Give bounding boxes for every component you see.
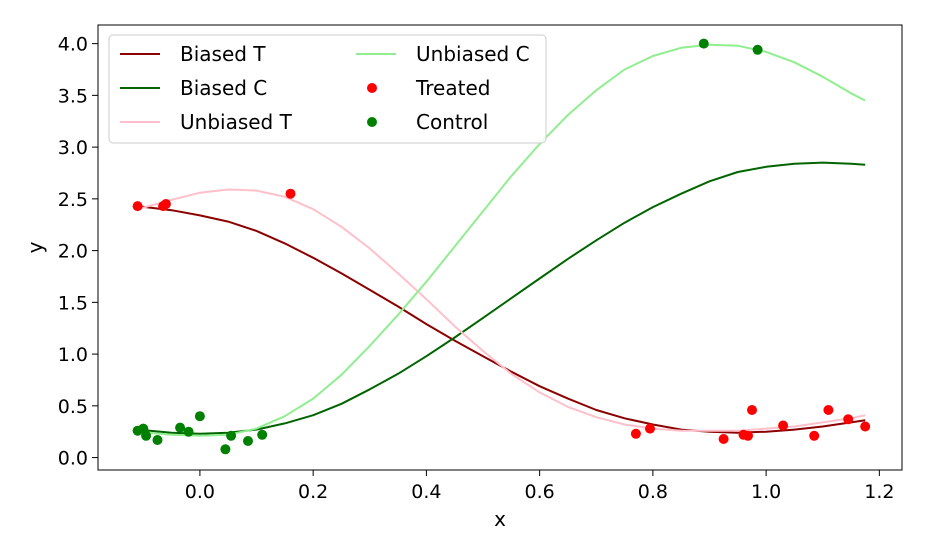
- point-control-8: [226, 430, 237, 441]
- point-treated-12: [823, 405, 834, 415]
- x-tick-label: 0.2: [298, 481, 328, 503]
- point-control-9: [243, 436, 253, 446]
- y-tick-label: 3.5: [58, 85, 88, 107]
- x-tick-label: 0.6: [525, 481, 555, 503]
- point-treated-0: [132, 201, 143, 212]
- point-treated-11: [809, 430, 820, 441]
- plot-content: [132, 38, 871, 455]
- point-treated-5: [645, 423, 655, 434]
- point-treated-8: [743, 430, 753, 441]
- legend-label-biased-t: Biased T: [180, 42, 266, 66]
- point-treated-4: [630, 428, 641, 439]
- point-control-11: [698, 38, 709, 49]
- y-tick-label: 2.5: [58, 189, 88, 211]
- x-axis: 0.0 0.2 0.4 0.6 0.8 1.0 1.2: [185, 470, 894, 503]
- legend-swatch-treated: [367, 83, 377, 93]
- y-tick-label: 0.0: [58, 448, 88, 470]
- point-treated-14: [860, 421, 871, 432]
- legend-box: [108, 34, 547, 144]
- point-control-3: [152, 435, 163, 445]
- series-line-biased-t: [137, 205, 866, 434]
- y-axis-label: y: [23, 241, 47, 253]
- x-tick-label: 1.0: [751, 481, 781, 503]
- series-line-unbiased-t: [137, 188, 866, 432]
- point-control-4: [175, 422, 186, 433]
- legend-label-unbiased-t: Unbiased T: [180, 110, 293, 134]
- legend-label-biased-c: Biased C: [180, 76, 267, 100]
- y-tick-label: 1.5: [58, 292, 88, 314]
- x-axis-label: x: [494, 507, 506, 531]
- x-tick-label: 0.8: [638, 481, 668, 503]
- x-tick-label: 0.0: [185, 481, 215, 503]
- point-control-5: [183, 426, 194, 437]
- point-treated-6: [718, 434, 729, 444]
- point-treated-2: [160, 199, 171, 209]
- legend-swatch-control: [367, 117, 377, 127]
- x-tick-label: 0.4: [411, 481, 441, 503]
- legend-label-control: Control: [416, 110, 488, 134]
- y-tick-label: 3.0: [58, 137, 88, 159]
- y-tick-label: 4.0: [58, 34, 88, 56]
- point-treated-9: [747, 405, 757, 415]
- point-treated-13: [843, 414, 854, 425]
- y-axis: 0.0 0.5 1.0 1.5 2.0 2.5 3.0 3.5 4.0: [58, 34, 98, 470]
- y-tick-label: 1.0: [58, 344, 88, 366]
- legend-label-treated: Treated: [415, 76, 490, 100]
- y-tick-label: 0.5: [58, 396, 88, 418]
- point-control-6: [194, 411, 205, 422]
- point-control-2: [141, 430, 152, 441]
- point-control-12: [752, 44, 763, 55]
- plot-frame: [97, 24, 903, 471]
- point-treated-3: [285, 188, 296, 199]
- y-tick-label: 2.0: [58, 241, 88, 263]
- x-tick-label: 1.2: [864, 481, 894, 503]
- point-treated-10: [778, 420, 789, 431]
- point-control-7: [220, 444, 231, 455]
- series-line-biased-c: [137, 161, 866, 435]
- legend-label-unbiased-c: Unbiased C: [416, 42, 530, 66]
- point-control-10: [257, 429, 268, 440]
- legend: Biased T Biased C Unbiased T Unbiased C Trea…: [108, 34, 547, 144]
